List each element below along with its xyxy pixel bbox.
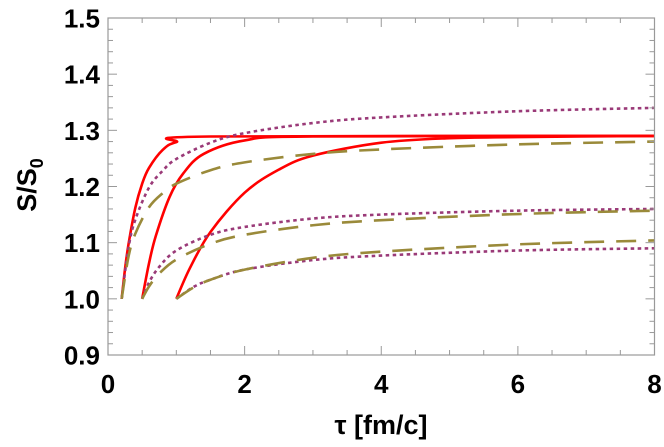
y-tick-label: 1.5 <box>64 4 100 34</box>
y-tick-label: 1.3 <box>64 116 100 146</box>
series-dashed-8 <box>175 239 655 300</box>
ticks <box>107 17 655 356</box>
y-axis-label-sub: 0 <box>27 158 47 168</box>
series-dashed-4 <box>120 140 655 300</box>
x-tick-label: 2 <box>237 369 251 399</box>
series-dotted-7 <box>175 246 655 300</box>
y-tick-label: 1.2 <box>64 172 100 202</box>
y-tick-label: 1.1 <box>64 228 100 258</box>
series-dashed-6 <box>141 209 655 300</box>
series-solid-1 <box>140 134 655 300</box>
series-solid-2 <box>175 134 655 300</box>
y-tick-label: 0.9 <box>64 341 100 371</box>
y-tick-label: 1.4 <box>64 60 101 90</box>
curves <box>120 106 655 300</box>
tick-labels: 0 2 4 6 8 0.9 1.0 1.1 1.2 1.3 1.4 1.5 <box>64 4 662 400</box>
x-tick-label: 8 <box>647 369 661 399</box>
y-axis-label-main: S/S <box>12 168 42 212</box>
series-dotted-3 <box>120 106 655 300</box>
x-axis-label: τ [fm/c] <box>334 410 427 440</box>
series-dotted-5 <box>140 207 655 300</box>
x-tick-label: 6 <box>511 369 525 399</box>
plot-frame <box>107 17 656 356</box>
y-tick-label: 1.0 <box>64 284 100 314</box>
x-tick-label: 0 <box>101 369 115 399</box>
y-axis-label: S/S0 <box>12 158 47 212</box>
series-solid-0 <box>120 134 655 299</box>
x-tick-label: 4 <box>374 369 389 399</box>
